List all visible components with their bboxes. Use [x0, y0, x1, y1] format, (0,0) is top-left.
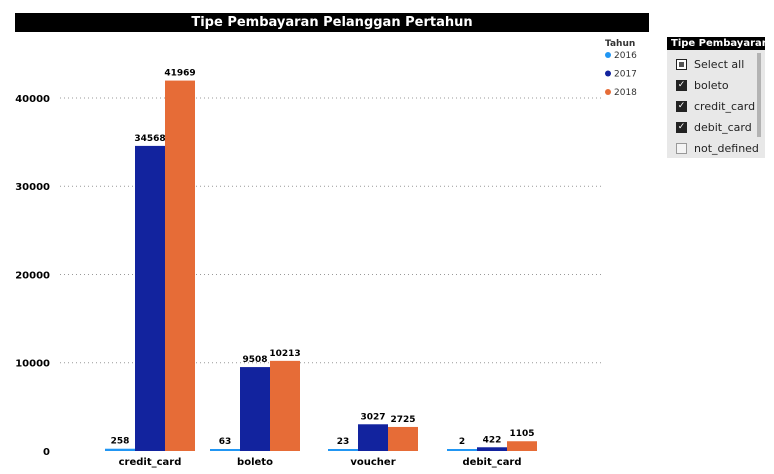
data-label: 9508	[242, 355, 267, 365]
chart-title: Tipe Pembayaran Pelanggan Pertahun	[15, 13, 649, 32]
x-category-label: debit_card	[462, 457, 521, 468]
legend-marker-icon	[605, 70, 611, 77]
bar-2018-debit_card[interactable]	[507, 441, 537, 451]
bar-2018-boleto[interactable]	[270, 360, 300, 451]
slicer-item-select-all[interactable]: Select all	[667, 54, 765, 75]
bar-2016-voucher[interactable]	[328, 449, 358, 451]
data-label: 41969	[164, 69, 195, 79]
slicer-list: Select all ✓ boleto ✓ credit_card ✓ debi…	[667, 50, 765, 159]
y-tick-label: 30000	[15, 182, 50, 193]
bar-2016-debit_card[interactable]	[447, 449, 477, 451]
partial-checkbox-icon[interactable]	[676, 59, 687, 70]
slicer-item-credit-card[interactable]: ✓ credit_card	[667, 96, 765, 117]
y-tick-label: 0	[43, 447, 50, 458]
data-label: 2	[459, 437, 465, 447]
y-tick-label: 20000	[15, 270, 50, 281]
bar-2017-voucher[interactable]	[358, 424, 388, 451]
legend-label: 2018	[614, 88, 637, 98]
x-category-label: voucher	[350, 457, 395, 468]
slicer-scrollbar[interactable]	[757, 53, 761, 137]
slicer-item-boleto[interactable]: ✓ boleto	[667, 75, 765, 96]
checked-checkbox-icon[interactable]: ✓	[676, 122, 687, 133]
data-label: 2725	[390, 415, 415, 425]
slicer-item-label: debit_card	[694, 121, 752, 134]
bar-2017-credit_card[interactable]	[135, 145, 165, 451]
slicer-item-not-defined[interactable]: not_defined	[667, 138, 765, 159]
bar-2016-credit_card[interactable]	[105, 448, 135, 451]
x-category-label: boleto	[237, 457, 273, 468]
bar-2018-credit_card[interactable]	[165, 80, 195, 452]
bar-2016-boleto[interactable]	[210, 449, 240, 451]
slicer-item-debit-card[interactable]: ✓ debit_card	[667, 117, 765, 138]
data-label: 10213	[269, 349, 300, 359]
slicer-item-label: Select all	[694, 58, 745, 71]
data-label: 258	[111, 437, 130, 447]
bar-2017-debit_card[interactable]	[477, 447, 507, 451]
x-category-label: credit_card	[119, 457, 182, 468]
slicer-item-label: not_defined	[694, 142, 759, 155]
payment-type-slicer[interactable]: Tipe Pembayaran Select all ✓ boleto ✓ cr…	[667, 37, 765, 158]
data-label: 422	[483, 435, 502, 445]
slicer-title: Tipe Pembayaran	[667, 37, 765, 50]
legend-marker-icon	[605, 89, 611, 95]
legend-title: Tahun	[605, 39, 635, 49]
data-label: 1105	[509, 429, 534, 439]
legend-label: 2017	[614, 70, 637, 80]
checked-checkbox-icon[interactable]: ✓	[676, 80, 687, 91]
legend-label: 2016	[614, 51, 637, 61]
bar-2017-boleto[interactable]	[240, 367, 270, 451]
data-label: 23	[337, 437, 350, 447]
y-tick-label: 10000	[15, 359, 50, 370]
data-label: 63	[219, 437, 232, 447]
legend-marker-icon	[605, 52, 611, 58]
slicer-item-label: credit_card	[694, 100, 756, 113]
data-label: 34568	[134, 134, 165, 144]
y-tick-label: 40000	[15, 94, 50, 105]
unchecked-checkbox-icon[interactable]	[676, 143, 687, 154]
data-label: 3027	[360, 412, 385, 422]
bar-2018-voucher[interactable]	[388, 426, 418, 451]
slicer-item-label: boleto	[694, 79, 729, 92]
checked-checkbox-icon[interactable]: ✓	[676, 101, 687, 112]
